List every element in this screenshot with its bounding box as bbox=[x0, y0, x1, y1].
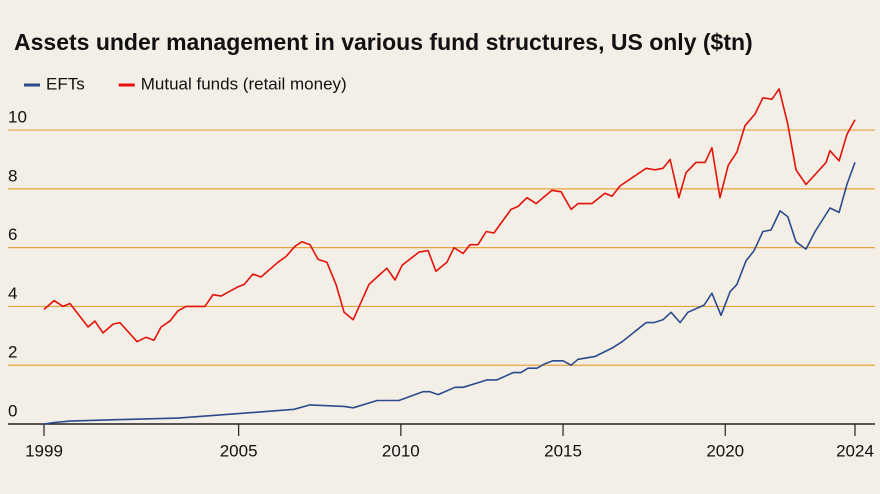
y-tick-label: 6 bbox=[8, 225, 17, 244]
y-tick-label: 10 bbox=[8, 108, 27, 127]
legend-label: EFTs bbox=[46, 74, 85, 93]
y-tick-label: 0 bbox=[8, 401, 17, 420]
x-tick-label: 2015 bbox=[544, 441, 582, 460]
x-tick-label: 2010 bbox=[382, 441, 420, 460]
chart-title: Assets under management in various fund … bbox=[14, 29, 753, 55]
series-line bbox=[43, 162, 856, 425]
x-tick-label: 2005 bbox=[220, 441, 258, 460]
x-tick-label: 2024 bbox=[836, 441, 874, 460]
y-tick-label: 2 bbox=[8, 343, 17, 362]
x-tick-label: 2020 bbox=[706, 441, 744, 460]
x-tick-label: 1999 bbox=[25, 441, 63, 460]
legend-label: Mutual funds (retail money) bbox=[141, 74, 347, 93]
series-line bbox=[43, 88, 856, 343]
y-tick-label: 8 bbox=[8, 166, 17, 185]
y-tick-label: 4 bbox=[8, 284, 17, 303]
